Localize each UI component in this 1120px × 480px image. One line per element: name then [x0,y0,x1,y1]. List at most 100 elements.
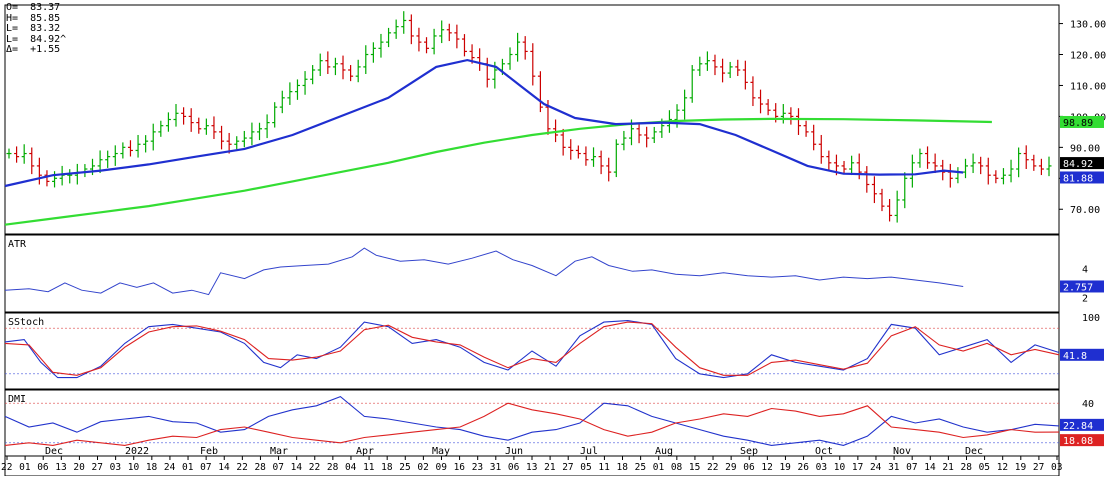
dmi-line [4,395,1060,446]
atr-value-tag-box [1060,280,1104,293]
x-day-label: 03 [1051,462,1062,473]
panel-frame-st [4,312,1060,390]
dmi-value-tag-2-box [1060,434,1104,447]
x-month-label: Sep [740,446,758,457]
x-day-label: 29 [725,462,737,473]
last-price-tag: 84.92 [1063,159,1093,170]
price-tick-label: 120.00 [1070,51,1106,62]
ohlc-high: H= 85.85 [6,12,61,24]
atr-tick-label: 2 [1082,293,1088,304]
price-ma-line [4,58,964,188]
x-day-label: 22 [707,462,718,473]
sstoch-value-tag-box [1060,348,1104,361]
x-month-label: Jun [505,446,523,457]
x-day-label: 11 [363,462,375,473]
dmi-value-tag-2: 18.08 [1063,436,1093,447]
atr-value-tag: 2.757 [1063,282,1093,293]
x-day-label: 12 [997,462,1008,473]
x-day-label: 04 [345,462,357,473]
panel-frame-price [4,4,1060,235]
last-price-tag-box [1060,157,1104,170]
x-month-label: Dec [965,446,983,457]
x-day-label: 03 [816,462,827,473]
x-day-label: 27 [562,462,573,473]
x-day-label: 10 [834,462,846,473]
x-day-label: 07 [200,462,211,473]
x-day-label: 09 [435,462,447,473]
x-day-label: 06 [508,462,520,473]
x-month-label: 2022 [125,446,149,457]
x-day-label: 18 [381,462,393,473]
x-day-label: 13 [55,462,66,473]
price-tick-label: 110.00 [1070,81,1106,92]
x-day-label: 02 [417,462,428,473]
x-month-label: Nov [893,446,911,457]
x-day-label: 18 [617,462,629,473]
x-day-label: 21 [544,462,556,473]
x-day-label: 28 [960,462,972,473]
x-day-label: 16 [454,462,466,473]
axis-background [1060,0,1120,476]
x-day-label: 14 [924,462,936,473]
dmi-title: DMI [8,394,26,405]
ohlc-readout: O= 83.37 H= 85.85 L= 83.32 L= 84.92^ Δ= … [6,2,67,56]
ohlc-change: Δ= +1.55 [6,44,61,55]
x-day-label: 27 [1033,462,1044,473]
sstoch-line [4,321,1060,376]
sstoch-tick-label: 100 [1082,313,1100,324]
x-day-label: 21 [942,462,954,473]
x-month-label: Mar [270,446,288,457]
x-day-label: 24 [164,462,176,473]
ma-long-value-tag-box [1060,115,1104,128]
ohlc-last: L= 84.92^ [6,33,67,45]
x-day-label: 25 [399,462,410,473]
sstoch-line [4,320,1060,379]
sstoch-value-tag: 41.8 [1063,351,1087,362]
sstoch-title: SStoch [8,317,44,328]
x-day-label: 11 [598,462,610,473]
dmi-value-tag: 22.84 [1063,421,1093,432]
dmi-value-tag-box [1060,418,1104,431]
x-day-label: 31 [490,462,502,473]
x-day-label: 23 [472,462,483,473]
x-day-label: 25 [635,462,646,473]
x-day-label: 22 [309,462,320,473]
ohlc-low: L= 83.32 [6,23,61,34]
dmi-tick-label: 40 [1082,399,1094,410]
dmi-line [4,402,1060,446]
x-day-label: 20 [73,462,85,473]
x-day-label: 14 [218,462,230,473]
x-day-label: 01 [653,462,665,473]
ohlc-open: O= 83.37 [6,2,61,13]
x-month-label: Oct [815,446,833,457]
x-day-label: 01 [19,462,31,473]
price-tick-label: 70.00 [1070,205,1100,216]
x-day-label: 06 [37,462,49,473]
x-day-label: 19 [1015,462,1027,473]
x-month-label: May [432,446,450,457]
x-day-label: 24 [870,462,882,473]
x-month-label: Apr [356,446,374,457]
x-day-label: 01 [182,462,194,473]
x-day-label: 13 [526,462,537,473]
x-day-label: 12 [761,462,772,473]
atr-line [4,247,964,296]
panel-frame-atr [4,234,1060,313]
x-month-label: Jul [580,446,598,457]
x-day-label: 06 [743,462,755,473]
x-month-label: Dec [45,446,63,457]
x-day-label: 10 [128,462,140,473]
x-day-label: 19 [779,462,791,473]
x-day-label: 18 [146,462,158,473]
x-day-label: 27 [92,462,103,473]
x-day-label: 07 [273,462,284,473]
ma-long-value-tag: 98.89 [1063,118,1093,129]
price-tick-label: 90.00 [1070,143,1100,154]
x-day-label: 31 [888,462,900,473]
x-day-label: 22 [1,462,12,473]
atr-title: ATR [8,239,27,250]
x-month-label: Aug [655,446,673,457]
ma-short-value-tag-box [1060,171,1104,184]
x-day-label: 28 [254,462,266,473]
